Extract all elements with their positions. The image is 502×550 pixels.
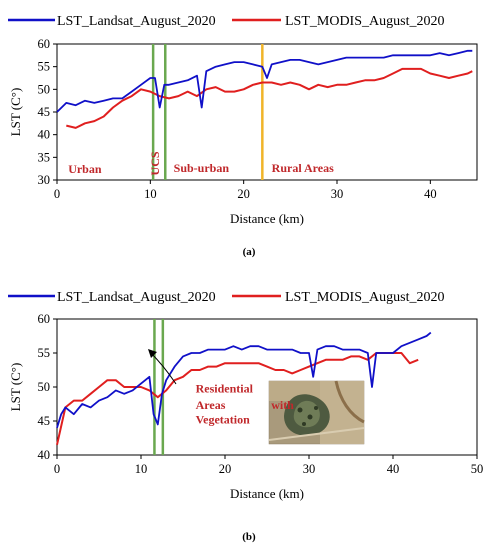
chart-layer: 0 10 20 30 40 30 35 40 45 50 55 60 Urban UCS Sub-urban…	[38, 37, 484, 476]
x-tick-label-b-50: 50	[471, 462, 484, 476]
axis-b-xlabel: Distance (km)	[230, 486, 304, 501]
legend-b: LST_Landsat_August_2020 LST_MODIS_August…	[8, 290, 444, 305]
legend-a-landsat-label: LST_Landsat_August_2020	[57, 14, 216, 29]
annotation-b-0: Residential	[196, 381, 254, 395]
axis-a-xlabel: Distance (km)	[230, 211, 304, 226]
series-line-b-modis	[56, 352, 419, 446]
y-tick-label-a-40: 40	[38, 128, 51, 142]
x-tick-label-b-30: 30	[303, 462, 316, 476]
panel-b-caption: (b)	[242, 531, 256, 543]
annotation-b-2: with	[271, 398, 294, 412]
legend-b-modis-label: LST_MODIS_August_2020	[285, 290, 444, 305]
plot-frame-b	[56, 318, 478, 456]
y-tick-label-b-55: 55	[38, 346, 51, 360]
annotation-a-2: Sub-urban	[174, 161, 230, 175]
annotation-a-3: Rural Areas	[272, 161, 334, 175]
annotation-b-1: Areas	[196, 398, 226, 412]
annotation-b-3: Vegetation	[196, 413, 251, 427]
chart-a: 0 10 20 30 40 30 35 40 45 50 55 60 Urban UCS Sub-urban…	[38, 37, 478, 201]
y-tick-label-a-60: 60	[38, 37, 51, 51]
x-tick-label-a-30: 30	[331, 187, 344, 201]
axis-b-ylabel: LST (C°)	[8, 363, 23, 412]
panel-a-caption: (a)	[243, 246, 256, 258]
y-tick-label-a-30: 30	[38, 173, 51, 187]
legend-a: LST_Landsat_August_2020 LST_MODIS_August…	[8, 14, 444, 29]
panel-b: LST_Landsat_August_2020 LST_MODIS_August…	[8, 290, 444, 543]
y-tick-label-a-55: 55	[38, 60, 51, 74]
y-tick-label-b-45: 45	[38, 414, 51, 428]
x-tick-label-b-0: 0	[54, 462, 60, 476]
inset-aerial-photo	[268, 380, 365, 445]
y-tick-label-a-50: 50	[38, 82, 51, 96]
series-line-a-landsat	[56, 49, 473, 113]
x-tick-label-b-20: 20	[219, 462, 232, 476]
legend-a-modis-label: LST_MODIS_August_2020	[285, 14, 444, 29]
y-tick-label-a-45: 45	[38, 105, 51, 119]
y-tick-label-a-35: 35	[38, 150, 51, 164]
x-tick-label-a-0: 0	[54, 187, 60, 201]
axis-a-ylabel: LST (C°)	[8, 88, 23, 137]
x-tick-label-b-40: 40	[387, 462, 400, 476]
plot-frame-a	[56, 43, 478, 181]
panel-a: LST_Landsat_August_2020 LST_MODIS_August…	[8, 14, 444, 258]
annotation-a-0: Urban	[68, 162, 102, 176]
series-line-a-modis	[66, 67, 473, 129]
x-tick-label-a-20: 20	[237, 187, 250, 201]
x-tick-label-b-10: 10	[135, 462, 148, 476]
y-tick-label-b-40: 40	[38, 448, 51, 462]
series-line-b-landsat	[56, 331, 432, 429]
annotation-arrowhead-b	[148, 349, 157, 358]
legend-b-landsat-label: LST_Landsat_August_2020	[57, 290, 216, 305]
annotation-a-1: UCS	[148, 151, 162, 175]
x-tick-label-a-10: 10	[144, 187, 157, 201]
x-tick-label-a-40: 40	[424, 187, 437, 201]
y-tick-label-b-60: 60	[38, 312, 51, 326]
y-tick-label-b-50: 50	[38, 380, 51, 394]
chart-b: 0 10 20 30 40 50 40 45 50 55 60 Residential Areas wit…	[38, 312, 484, 476]
